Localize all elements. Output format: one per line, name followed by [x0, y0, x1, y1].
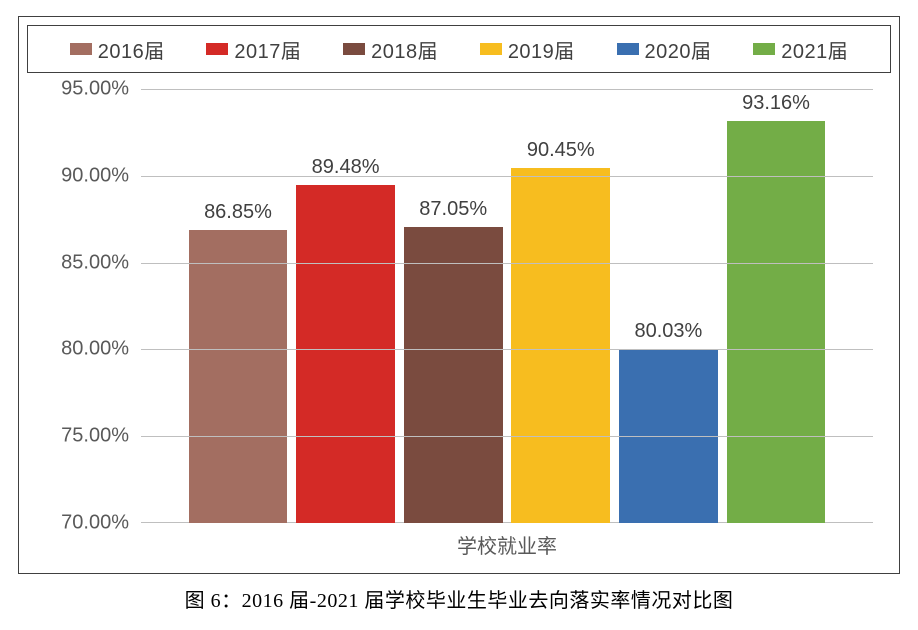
page: 2016届 2017届 2018届 2019届 2020届 2021届 70.00% 75.… — [0, 0, 918, 630]
legend-item: 2016届 — [70, 35, 165, 64]
legend-item: 2020届 — [617, 35, 712, 64]
grid-line — [141, 263, 873, 264]
figure-caption: 图 6：2016 届-2021 届学校毕业生毕业去向落实率情况对比图 — [18, 584, 900, 613]
grid-line — [141, 176, 873, 177]
chart-container: 2016届 2017届 2018届 2019届 2020届 2021届 70.00% 75.… — [18, 16, 900, 574]
y-tick-label: 80.00% — [61, 338, 129, 361]
plot: 86.85% 89.48% 87.05% 90.45% 80.03% 93.16% — [141, 89, 873, 523]
legend-swatch — [343, 43, 365, 55]
legend-label: 2016届 — [98, 35, 165, 64]
grid-line — [141, 89, 873, 90]
bar-value-label: 87.05% — [393, 198, 513, 221]
y-tick-label: 75.00% — [61, 425, 129, 448]
bar — [404, 227, 503, 523]
legend-swatch — [753, 43, 775, 55]
legend-label: 2021届 — [781, 35, 848, 64]
legend-swatch — [206, 43, 228, 55]
bar-value-label: 93.16% — [716, 92, 836, 115]
bar — [296, 185, 395, 523]
legend: 2016届 2017届 2018届 2019届 2020届 2021届 — [27, 25, 891, 73]
legend-label: 2020届 — [645, 35, 712, 64]
bar-value-label: 90.45% — [501, 139, 621, 162]
x-axis-category-label: 学校就业率 — [141, 530, 873, 559]
bar-value-label: 80.03% — [608, 320, 728, 343]
legend-swatch — [480, 43, 502, 55]
y-tick-label: 90.00% — [61, 164, 129, 187]
legend-item: 2021届 — [753, 35, 848, 64]
bar-value-label: 89.48% — [286, 156, 406, 179]
legend-item: 2019届 — [480, 35, 575, 64]
y-axis-labels: 70.00%75.00%80.00%85.00%90.00%95.00% — [19, 89, 137, 523]
y-tick-label: 95.00% — [61, 78, 129, 101]
grid-line — [141, 349, 873, 350]
legend-swatch — [70, 43, 92, 55]
bar — [189, 230, 288, 523]
legend-label: 2018届 — [371, 35, 438, 64]
bar — [727, 121, 826, 523]
legend-item: 2018届 — [343, 35, 438, 64]
plot-area: 70.00%75.00%80.00%85.00%90.00%95.00% 86.… — [19, 89, 899, 523]
legend-item: 2017届 — [206, 35, 301, 64]
legend-label: 2017届 — [234, 35, 301, 64]
y-tick-label: 85.00% — [61, 251, 129, 274]
bar-value-label: 86.85% — [178, 201, 298, 224]
legend-swatch — [617, 43, 639, 55]
legend-label: 2019届 — [508, 35, 575, 64]
bar — [511, 168, 610, 523]
grid-line — [141, 436, 873, 437]
y-tick-label: 70.00% — [61, 512, 129, 535]
